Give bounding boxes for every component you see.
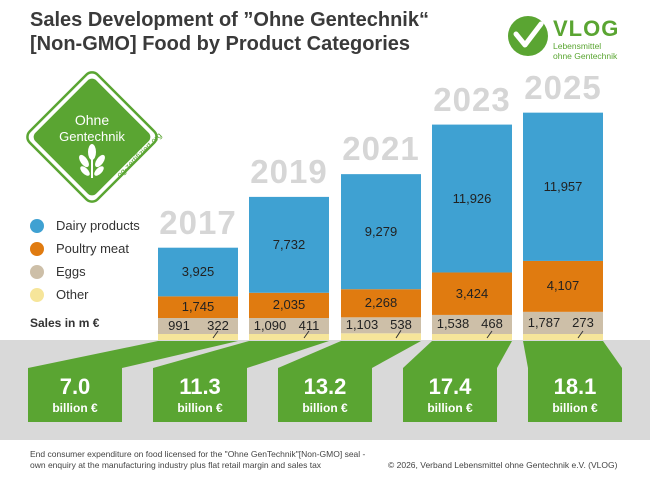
bar-dairy-products-2025 bbox=[523, 112, 603, 261]
label-poultry-2021: 2,268 bbox=[364, 295, 398, 311]
bar-poultry-meat-2025 bbox=[523, 260, 603, 312]
vlog-tagline-2: ohne Gentechnik bbox=[553, 51, 618, 61]
other-pointer-2019 bbox=[303, 330, 310, 339]
label-eggs-2025: 1,787 bbox=[527, 314, 561, 330]
total-value-2023: 17.4 bbox=[428, 374, 472, 399]
total-box-2019: 11.3 billion € bbox=[153, 368, 247, 422]
total-unit-2017: billion € bbox=[52, 401, 98, 415]
total-value-2019: 11.3 bbox=[179, 374, 221, 399]
legend-label-poultry: Poultry meat bbox=[56, 241, 129, 256]
legend-swatch-eggs bbox=[30, 265, 44, 279]
total-unit-2019: billion € bbox=[177, 401, 223, 415]
page-title: Sales Development of ”Ohne Gentechnik“ [… bbox=[30, 8, 429, 56]
total-box-2017: 7.0 billion € bbox=[28, 368, 122, 422]
other-pointer-2023 bbox=[486, 330, 493, 339]
year-label-2017: 2017 bbox=[159, 203, 237, 241]
legend-swatch-dairy bbox=[30, 219, 44, 233]
vlog-tagline-1: Lebensmittel bbox=[553, 41, 602, 51]
other-pointer-2025 bbox=[577, 330, 584, 339]
footnote: End consumer expenditure on food license… bbox=[30, 449, 365, 471]
bar-other-2017 bbox=[158, 334, 238, 340]
label-eggs-2023: 1,538 bbox=[436, 316, 470, 332]
bar-other-2023 bbox=[432, 334, 512, 340]
label-poultry-2025: 4,107 bbox=[546, 278, 580, 294]
bar-other-2025 bbox=[523, 334, 603, 340]
connector-2023 bbox=[403, 341, 512, 368]
legend-swatch-poultry bbox=[30, 242, 44, 256]
y-axis-label: Sales in m € bbox=[30, 316, 100, 330]
bar-eggs-2025 bbox=[523, 311, 603, 334]
label-poultry-2023: 3,424 bbox=[455, 285, 489, 301]
total-unit-2025: billion € bbox=[552, 401, 598, 415]
legend-label-eggs: Eggs bbox=[56, 264, 86, 279]
other-pointer-2017 bbox=[212, 330, 219, 339]
title-line-2: [Non-GMO] Food by Product Categories bbox=[30, 33, 410, 55]
bar-poultry-meat-2017 bbox=[158, 296, 238, 318]
label-other-2017: 322 bbox=[207, 318, 229, 333]
total-value-2017: 7.0 bbox=[59, 374, 91, 399]
label-other-2021: 538 bbox=[390, 317, 412, 333]
label-poultry-2017: 1,745 bbox=[181, 299, 215, 315]
legend-label-other: Other bbox=[56, 287, 89, 302]
label-eggs-2019: 1,090 bbox=[253, 318, 287, 333]
bar-poultry-meat-2021 bbox=[341, 289, 421, 318]
bar-other-2019 bbox=[249, 334, 329, 340]
footnote-line-2: own enquiry at the manufacturing industr… bbox=[30, 460, 322, 470]
label-dairy-2019: 7,732 bbox=[272, 236, 306, 252]
copyright: © 2026, Verband Lebensmittel ohne Gentec… bbox=[388, 460, 618, 470]
connector-2021 bbox=[278, 341, 421, 368]
total-unit-2021: billion € bbox=[302, 401, 348, 415]
footnote-line-1: End consumer expenditure on food license… bbox=[30, 449, 366, 459]
label-poultry-2019: 2,035 bbox=[272, 297, 306, 313]
connector-2025 bbox=[523, 341, 622, 368]
bar-dairy-products-2023 bbox=[432, 124, 512, 273]
title-line-1: Sales Development of ”Ohne Gentechnik“ bbox=[30, 9, 429, 31]
label-other-2019: 411 bbox=[298, 318, 320, 333]
year-label-2021: 2021 bbox=[342, 130, 420, 168]
legend-swatch-other bbox=[30, 288, 44, 302]
total-value-2021: 13.2 bbox=[303, 374, 347, 399]
other-pointer-2021 bbox=[395, 330, 402, 339]
bar-other-2021 bbox=[341, 333, 421, 340]
connector-2017 bbox=[28, 341, 238, 368]
total-box-2023: 17.4 billion € bbox=[403, 368, 497, 422]
year-label-2019: 2019 bbox=[250, 152, 328, 190]
bar-poultry-meat-2019 bbox=[249, 292, 329, 318]
vlog-brand-name: VLOG bbox=[553, 16, 620, 41]
label-dairy-2023: 11,926 bbox=[452, 190, 492, 206]
label-other-2025: 273 bbox=[572, 314, 594, 330]
year-label-2025: 2025 bbox=[524, 68, 602, 106]
label-other-2023: 468 bbox=[481, 316, 503, 332]
year-label-2023: 2023 bbox=[433, 80, 511, 118]
bar-dairy-products-2017 bbox=[158, 247, 238, 297]
bar-eggs-2019 bbox=[249, 318, 329, 334]
legend-label-dairy: Dairy products bbox=[56, 218, 140, 233]
label-eggs-2021: 1,103 bbox=[345, 317, 379, 333]
bar-poultry-meat-2023 bbox=[432, 272, 512, 315]
total-box-2025: 18.1 billion € bbox=[528, 368, 622, 422]
label-eggs-2017: 991 bbox=[168, 318, 190, 333]
connector-2019 bbox=[153, 341, 329, 368]
label-dairy-2021: 9,279 bbox=[364, 223, 398, 239]
bar-eggs-2021 bbox=[341, 317, 421, 334]
bar-eggs-2017 bbox=[158, 318, 238, 334]
label-dairy-2025: 11,957 bbox=[543, 178, 583, 194]
label-dairy-2017: 3,925 bbox=[181, 264, 215, 280]
bar-dairy-products-2019 bbox=[249, 196, 329, 293]
bar-eggs-2023 bbox=[432, 314, 512, 334]
total-value-2025: 18.1 bbox=[553, 374, 597, 399]
bar-dairy-products-2021 bbox=[341, 174, 421, 290]
total-box-2021: 13.2 billion € bbox=[278, 368, 372, 422]
total-unit-2023: billion € bbox=[427, 401, 473, 415]
